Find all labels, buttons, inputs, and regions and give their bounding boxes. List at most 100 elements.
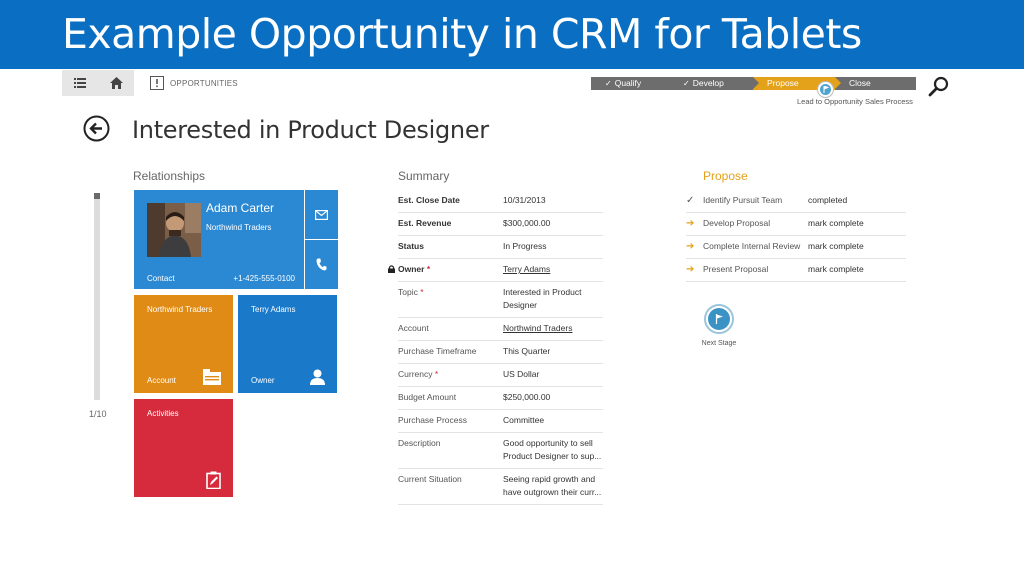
field-label-text: Topic [398, 287, 418, 297]
page-count: 1/10 [89, 409, 107, 419]
field-label: Status [398, 241, 424, 251]
step-status[interactable]: mark complete [808, 241, 864, 251]
step-row[interactable]: ✓ Identify Pursuit Team completed [686, 190, 906, 213]
mail-icon [315, 209, 328, 220]
field-label: Currency * [398, 368, 503, 381]
contact-phone: +1-425-555-0100 [233, 274, 295, 283]
stage-develop[interactable]: ✓ Develop [669, 77, 759, 90]
check-icon: ✓ [683, 79, 690, 88]
contact-tile[interactable]: Adam Carter Northwind Traders Contact +1… [134, 190, 304, 289]
field-label: Purchase Timeframe [398, 346, 477, 356]
field-value: US Dollar [503, 369, 540, 379]
slide-banner: Example Opportunity in CRM for Tablets [0, 0, 1024, 69]
field-purchase-process[interactable]: Purchase Process Committee [398, 410, 603, 433]
field-topic[interactable]: Topic * Interested in Product Designer [398, 282, 603, 318]
step-label: Identify Pursuit Team [703, 195, 783, 205]
activities-tile-name: Activities [147, 409, 179, 418]
relationships-scrollbar[interactable] [94, 193, 100, 400]
field-label: Est. Close Date [398, 195, 460, 205]
lock-icon [388, 265, 395, 273]
step-status[interactable]: mark complete [808, 218, 864, 228]
current-stage-marker[interactable] [818, 82, 833, 97]
stage-label: Qualify [614, 78, 642, 88]
stage-qualify[interactable]: ✓ Qualify [591, 77, 675, 90]
nav-menu-button[interactable] [62, 70, 98, 96]
activities-tile[interactable]: Activities [134, 399, 233, 497]
step-status[interactable]: mark complete [808, 264, 864, 274]
arrow-right-icon: ➔ [686, 264, 695, 275]
field-current-situation[interactable]: Current Situation Seeing rapid growth an… [398, 469, 603, 505]
step-row[interactable]: ➔ Develop Proposal mark complete [686, 213, 906, 236]
record-title: Interested in Product Designer [132, 116, 489, 144]
stage-close[interactable]: Close [835, 77, 916, 90]
next-stage-button[interactable] [704, 304, 734, 334]
relationships-heading: Relationships [133, 169, 206, 183]
field-currency[interactable]: Currency * US Dollar [398, 364, 603, 387]
field-label: Topic * [398, 286, 503, 312]
stage-steps-list: ✓ Identify Pursuit Team completed ➔ Deve… [686, 190, 906, 282]
avatar [147, 203, 201, 257]
check-icon: ✓ [686, 195, 695, 206]
owner-link[interactable]: Terry Adams [503, 264, 551, 274]
home-button[interactable] [98, 70, 134, 96]
field-label: Current Situation [398, 474, 462, 484]
account-link[interactable]: Northwind Traders [503, 323, 573, 333]
step-label: Complete Internal Review [703, 241, 801, 251]
owner-tile[interactable]: Terry Adams Owner [238, 295, 337, 393]
step-label: Develop Proposal [703, 218, 771, 228]
step-label: Present Proposal [703, 264, 769, 274]
field-description[interactable]: Description Good opportunity to sell Pro… [398, 433, 603, 469]
field-purchase-timeframe[interactable]: Purchase Timeframe This Quarter [398, 341, 603, 364]
stage-propose[interactable]: Propose [753, 77, 841, 90]
step-row[interactable]: ➔ Present Proposal mark complete [686, 259, 906, 282]
summary-heading: Summary [398, 169, 450, 183]
call-button[interactable] [305, 240, 338, 289]
process-bar: ✓ Qualify ✓ Develop Propose Close [591, 77, 916, 90]
field-est-close-date[interactable]: Est. Close Date 10/31/2013 [398, 190, 603, 213]
owner-tile-type: Owner [251, 376, 275, 385]
stage-label: Develop [692, 78, 724, 88]
field-value: $300,000.00 [503, 218, 551, 228]
breadcrumb[interactable]: OPPORTUNITIES [150, 76, 238, 90]
phone-icon [316, 258, 327, 271]
contact-name: Adam Carter [206, 201, 275, 215]
search-icon[interactable] [928, 76, 950, 98]
next-stage-circle [708, 308, 730, 330]
field-value: Committee [503, 415, 545, 425]
slide-title: Example Opportunity in CRM for Tablets [62, 10, 862, 58]
field-value: Seeing rapid growth and have outgrown th… [503, 474, 602, 497]
check-icon: ✓ [605, 79, 612, 88]
breadcrumb-label: OPPORTUNITIES [170, 78, 238, 88]
step-status: completed [808, 195, 848, 205]
field-label: Est. Revenue [398, 218, 452, 228]
field-label: Account [398, 323, 429, 333]
nav-bar: OPPORTUNITIES [62, 70, 238, 96]
contact-type: Contact [147, 274, 175, 283]
clipboard-edit-icon [206, 471, 221, 489]
field-value: In Progress [503, 241, 547, 251]
back-arrow-icon[interactable] [83, 115, 110, 142]
field-label: Purchase Process [398, 415, 467, 425]
user-icon [310, 369, 325, 385]
account-tile-name: Northwind Traders [147, 305, 213, 314]
field-budget-amount[interactable]: Budget Amount $250,000.00 [398, 387, 603, 410]
summary-form: Est. Close Date 10/31/2013 Est. Revenue … [388, 190, 603, 505]
field-owner[interactable]: Owner * Terry Adams [388, 259, 603, 282]
scroll-thumb[interactable] [94, 193, 100, 199]
field-est-revenue[interactable]: Est. Revenue $300,000.00 [398, 213, 603, 236]
process-name: Lead to Opportunity Sales Process [797, 97, 913, 106]
account-tile-type: Account [147, 376, 176, 385]
list-icon [74, 78, 86, 88]
account-tile[interactable]: Northwind Traders Account [134, 295, 233, 393]
field-account[interactable]: Account Northwind Traders [398, 318, 603, 341]
home-icon [109, 77, 123, 89]
required-marker: * [434, 369, 439, 379]
flag-icon [715, 314, 723, 324]
arrow-right-icon: ➔ [686, 218, 695, 229]
account-icon [203, 369, 221, 385]
stage-label: Propose [767, 78, 799, 88]
field-label: Owner * [398, 263, 503, 276]
email-button[interactable] [305, 190, 338, 239]
field-status[interactable]: Status In Progress [398, 236, 603, 259]
step-row[interactable]: ➔ Complete Internal Review mark complete [686, 236, 906, 259]
